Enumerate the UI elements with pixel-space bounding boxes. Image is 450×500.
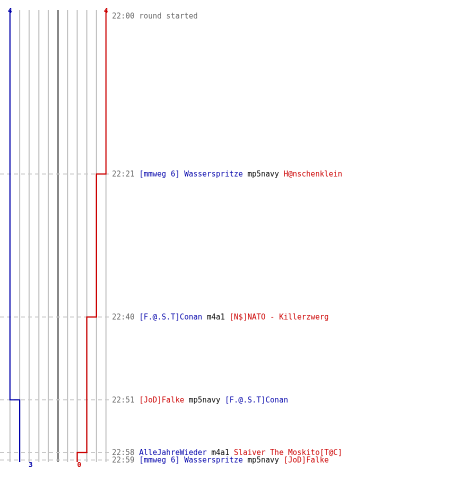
blue-end-count: 3 <box>28 461 32 469</box>
event-status: round started <box>135 12 198 21</box>
event-player-blue: [F.@.S.T]Conan <box>220 395 288 404</box>
event-label: 22:51 [JoD]Falke mp5navy [F.@.S.T]Conan <box>112 395 288 404</box>
event-time: 22:00 <box>112 12 135 21</box>
event-player-red: [N$]NATO - Killerzwerg <box>225 313 329 322</box>
event-label: 22:59 [mmweg 6] Wasserspritze mp5navy [J… <box>112 456 329 465</box>
event-label: 22:21 [mmweg 6] Wasserspritze mp5navy H@… <box>112 170 342 179</box>
event-time: 22:51 <box>112 395 135 404</box>
event-time: 22:59 <box>112 456 135 465</box>
red-start-count: 4 <box>104 7 108 15</box>
event-weapon: mp5navy <box>184 395 221 404</box>
event-player-red: Slaiver The Moskito[T@C] <box>229 448 342 457</box>
event-weapon: mp5navy <box>243 170 280 179</box>
event-player-blue: [mmweg 6] Wasserspritze <box>135 170 244 179</box>
event-time: 22:21 <box>112 170 135 179</box>
event-label: 22:58 AlleJahreWieder m4a1 Slaiver The M… <box>112 448 342 457</box>
red-end-count: 0 <box>77 461 81 469</box>
event-label: 22:00 round started <box>112 12 198 21</box>
event-weapon: m4a1 <box>202 313 225 322</box>
event-weapon: mp5navy <box>243 456 280 465</box>
blue-team-lives-line <box>9 10 21 462</box>
event-player-blue: AlleJahreWieder <box>135 448 208 457</box>
event-time: 22:58 <box>112 448 135 457</box>
event-time: 22:40 <box>112 313 135 322</box>
event-player-red: [JoD]Falke <box>135 395 185 404</box>
event-player-blue: [mmweg 6] Wasserspritze <box>135 456 244 465</box>
event-player-red: H@nschenklein <box>279 170 342 179</box>
red-team-lives-line <box>76 10 107 462</box>
event-player-red: [JoD]Falke <box>279 456 329 465</box>
event-weapon: m4a1 <box>207 448 230 457</box>
blue-start-count: 4 <box>8 7 12 15</box>
event-player-blue: [F.@.S.T]Conan <box>135 313 203 322</box>
event-label: 22:40 [F.@.S.T]Conan m4a1 [N$]NATO - Kil… <box>112 313 329 322</box>
